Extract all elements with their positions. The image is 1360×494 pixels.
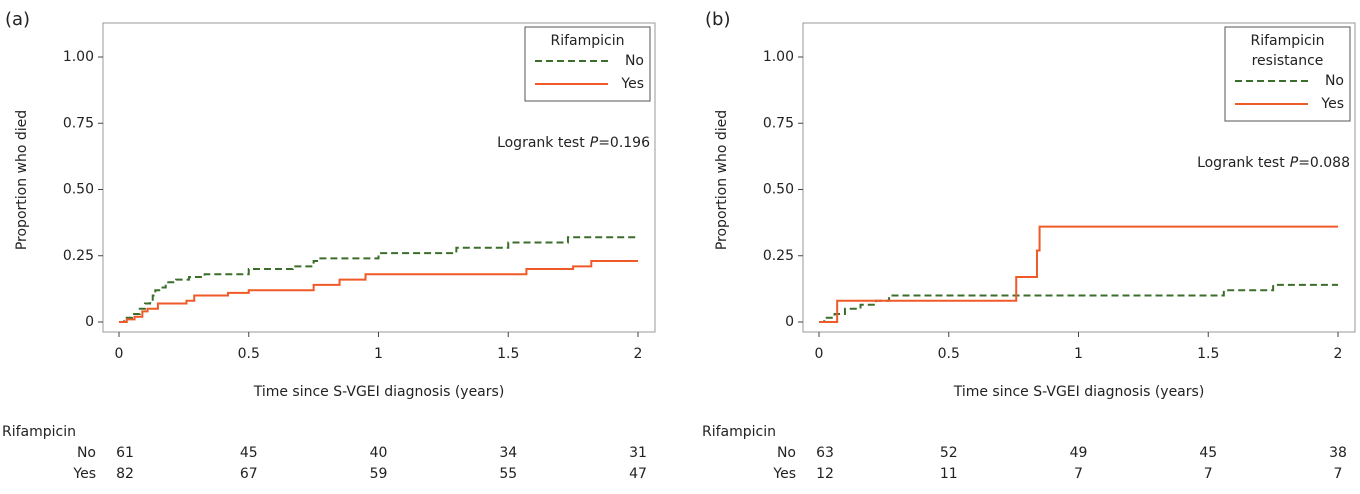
risk-row-label: Yes bbox=[772, 466, 796, 482]
risk-count: 63 bbox=[816, 445, 834, 461]
km-curve bbox=[819, 283, 1338, 323]
legend-title: resistance bbox=[1252, 53, 1324, 69]
legend-box bbox=[524, 26, 651, 102]
km-curve bbox=[119, 260, 638, 323]
risk-count: 38 bbox=[1329, 445, 1347, 461]
risk-count: 45 bbox=[240, 445, 258, 461]
y-tick-label: 1.00 bbox=[763, 49, 794, 65]
panel-label: (b) bbox=[705, 9, 730, 30]
y-axis-label: Proportion who died bbox=[714, 110, 730, 250]
risk-count: 31 bbox=[629, 445, 647, 461]
risk-count: 34 bbox=[499, 445, 517, 461]
x-tick-label: 0 bbox=[815, 346, 824, 362]
legend-title: Rifampicin bbox=[1251, 33, 1325, 49]
risk-table-title: Rifampicin bbox=[702, 424, 776, 440]
risk-row-label: Yes bbox=[72, 466, 96, 482]
y-tick-label: 1.00 bbox=[63, 49, 94, 65]
risk-count: 55 bbox=[499, 466, 517, 482]
km-curve bbox=[819, 225, 1338, 323]
x-axis-label: Time since S-VGEI diagnosis (years) bbox=[953, 384, 1205, 400]
risk-count: 40 bbox=[370, 445, 388, 461]
legend-label: No bbox=[625, 53, 644, 69]
y-tick-label: 0 bbox=[785, 314, 794, 330]
x-tick-label: 1 bbox=[374, 346, 383, 362]
y-tick-label: 0.75 bbox=[763, 115, 794, 131]
risk-count: 7 bbox=[1204, 466, 1213, 482]
x-tick-label: 2 bbox=[634, 346, 643, 362]
risk-count: 11 bbox=[940, 466, 958, 482]
annotation-part: =0.088 bbox=[1298, 155, 1350, 171]
y-tick-label: 0.50 bbox=[63, 182, 94, 198]
x-tick-label: 1 bbox=[1074, 346, 1083, 362]
x-tick-label: 2 bbox=[1334, 346, 1343, 362]
annotation-part: Logrank test bbox=[1197, 155, 1285, 171]
annotation-part: Logrank test bbox=[497, 135, 585, 151]
x-tick-label: 1.5 bbox=[497, 346, 519, 362]
y-tick-label: 0.25 bbox=[763, 248, 794, 264]
legend-label: Yes bbox=[620, 76, 644, 92]
km-curve bbox=[119, 236, 638, 323]
risk-count: 61 bbox=[116, 445, 134, 461]
panel-label: (a) bbox=[5, 9, 30, 30]
risk-row-label: No bbox=[777, 445, 796, 461]
risk-count: 67 bbox=[240, 466, 258, 482]
y-tick-label: 0.75 bbox=[63, 115, 94, 131]
risk-count: 12 bbox=[816, 466, 834, 482]
y-tick-label: 0.50 bbox=[763, 182, 794, 198]
x-tick-label: 0.5 bbox=[238, 346, 260, 362]
annotation-part: P bbox=[1290, 155, 1299, 171]
legend-title: Rifampicin bbox=[551, 33, 625, 49]
y-tick-label: 0 bbox=[85, 314, 94, 330]
x-tick-label: 0.5 bbox=[938, 346, 960, 362]
annotation-part: P bbox=[590, 135, 599, 151]
annotation: Logrank test P=0.196 bbox=[497, 135, 650, 151]
risk-table-title: Rifampicin bbox=[2, 424, 76, 440]
risk-row-label: No bbox=[77, 445, 96, 461]
annotation-part: =0.196 bbox=[598, 135, 650, 151]
annotation: Logrank test P=0.088 bbox=[1197, 155, 1350, 171]
x-tick-label: 1.5 bbox=[1197, 346, 1219, 362]
risk-count: 7 bbox=[1334, 466, 1343, 482]
x-axis-label: Time since S-VGEI diagnosis (years) bbox=[253, 384, 505, 400]
risk-count: 59 bbox=[370, 466, 388, 482]
legend-label: No bbox=[1325, 73, 1344, 89]
y-axis-label: Proportion who died bbox=[14, 110, 30, 250]
legend-box bbox=[1224, 26, 1351, 122]
y-tick-label: 0.25 bbox=[63, 248, 94, 264]
risk-count: 7 bbox=[1074, 466, 1083, 482]
x-tick-label: 0 bbox=[115, 346, 124, 362]
risk-count: 52 bbox=[940, 445, 958, 461]
risk-count: 49 bbox=[1070, 445, 1088, 461]
risk-count: 82 bbox=[116, 466, 134, 482]
risk-count: 47 bbox=[629, 466, 647, 482]
legend-label: Yes bbox=[1320, 96, 1344, 112]
risk-count: 45 bbox=[1199, 445, 1217, 461]
